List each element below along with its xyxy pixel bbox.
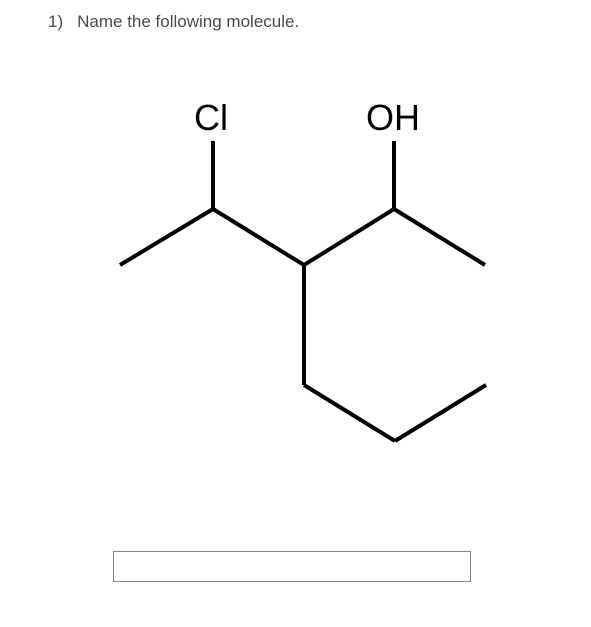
bond-line [304,385,395,441]
bond-line [120,209,213,265]
bond-lines [120,141,486,441]
question-number: 1) [48,12,63,32]
label-cl: Cl [194,97,228,138]
bond-line [395,385,486,441]
bond-line [394,209,485,265]
question-row: 1) Name the following molecule. [0,0,591,32]
bond-line [213,209,304,265]
question-prompt: Name the following molecule. [77,12,299,32]
molecule-diagram: Cl OH [100,70,500,500]
bond-line [304,209,394,265]
answer-input[interactable] [113,551,471,582]
label-oh: OH [366,97,420,138]
